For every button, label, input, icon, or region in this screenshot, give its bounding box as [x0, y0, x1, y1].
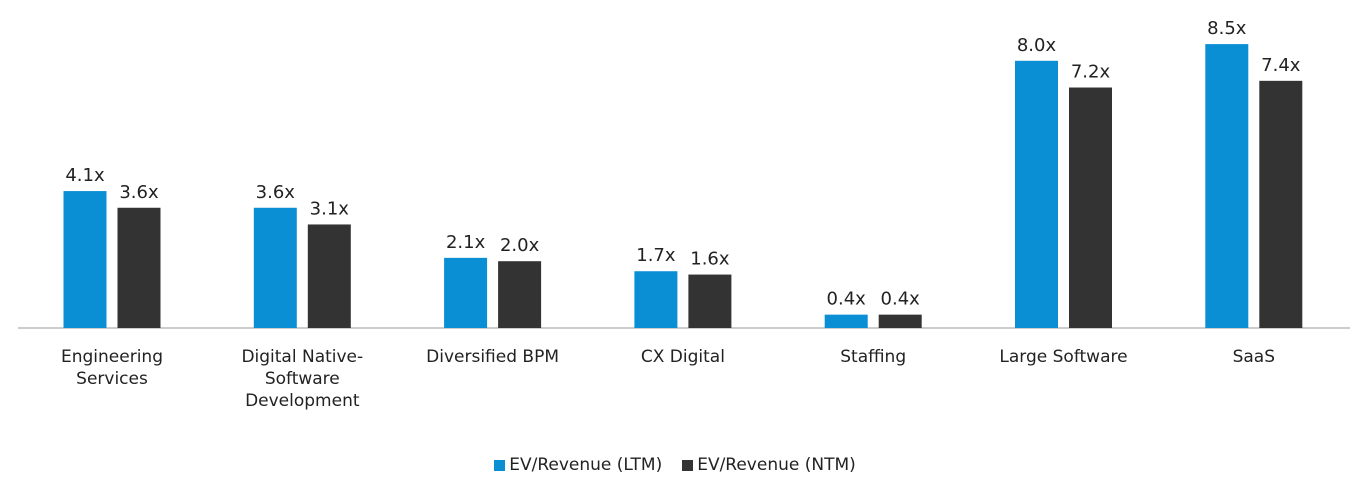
- x-tick-label: Digital Native-Software Development: [241, 347, 364, 411]
- value-label: 1.7x: [636, 245, 676, 266]
- bar: [63, 191, 107, 328]
- value-label: 1.6x: [690, 249, 730, 270]
- bar: [878, 314, 922, 328]
- legend-swatch: [494, 459, 506, 471]
- value-label: 3.1x: [310, 198, 350, 219]
- bar: [253, 207, 297, 328]
- x-tick-label: Diversified BPM: [426, 347, 560, 367]
- value-label: 8.5x: [1207, 18, 1247, 39]
- x-tick-label: SaaS: [1232, 347, 1275, 367]
- value-label: 0.4x: [827, 289, 867, 310]
- bar: [688, 274, 732, 328]
- bar: [1069, 87, 1112, 329]
- x-tick-label: Staffing: [840, 347, 907, 367]
- bar: [1259, 80, 1303, 328]
- value-label: 8.0x: [1017, 35, 1057, 56]
- bar: [824, 314, 868, 328]
- legend-item: EV/Revenue (NTM): [682, 455, 856, 475]
- x-tick-label: CX Digital: [640, 347, 725, 367]
- value-label: 2.1x: [446, 232, 486, 253]
- legend: EV/Revenue (LTM) EV/Revenue (NTM): [0, 455, 1350, 475]
- value-label: 0.4x: [881, 289, 921, 310]
- value-label: 7.4x: [1261, 55, 1301, 76]
- value-label: 3.6x: [119, 182, 159, 203]
- value-label: 3.6x: [256, 182, 296, 203]
- bar: [307, 224, 351, 328]
- bar: [1015, 60, 1058, 329]
- legend-label: EV/Revenue (NTM): [697, 455, 856, 475]
- legend-label: EV/Revenue (LTM): [509, 455, 663, 475]
- value-label: 7.2x: [1071, 62, 1111, 83]
- value-label: 2.0x: [500, 235, 540, 256]
- x-tick-label: Large Software: [999, 347, 1128, 367]
- bar: [1205, 44, 1249, 328]
- legend-item: EV/Revenue (LTM): [494, 455, 662, 475]
- bar: [498, 261, 542, 328]
- legend-swatch: [682, 459, 694, 471]
- bar: [444, 257, 488, 328]
- bar: [634, 271, 678, 328]
- value-label: 4.1x: [65, 165, 105, 186]
- x-tick-label: Engineering Services: [61, 347, 163, 389]
- bar: [117, 207, 161, 328]
